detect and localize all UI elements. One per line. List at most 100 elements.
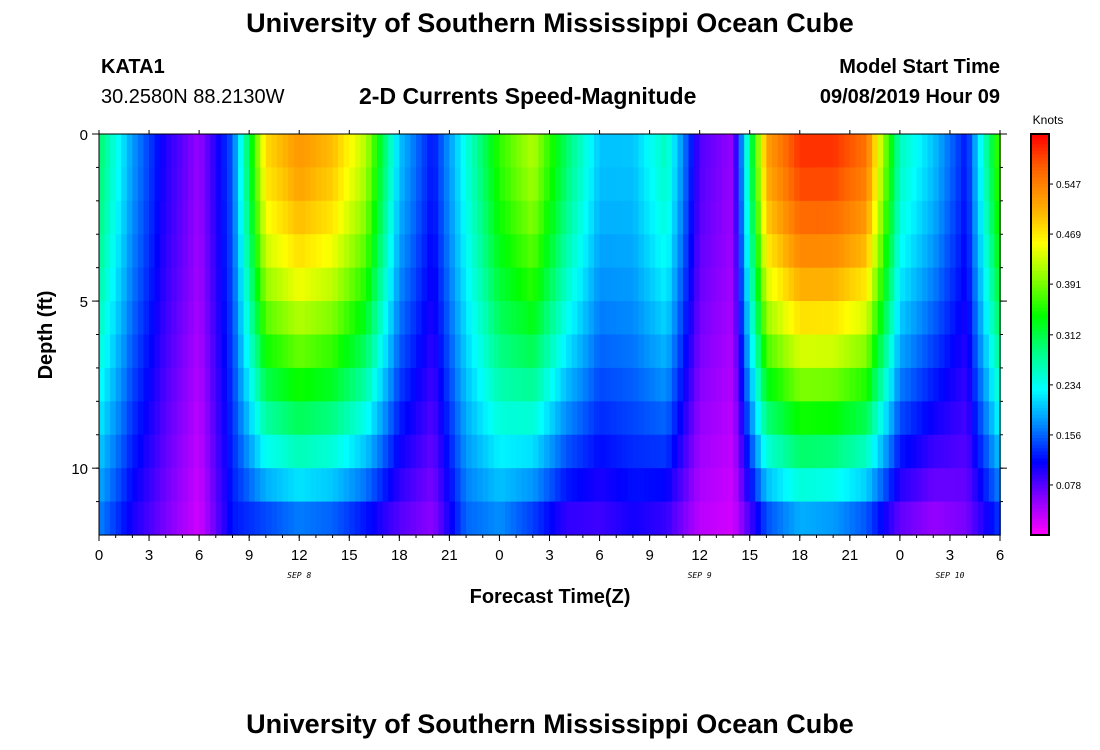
heatmap-cell <box>938 434 945 469</box>
heatmap-cell <box>454 334 462 369</box>
heatmap-cell <box>449 401 456 436</box>
heatmap-cell <box>471 468 478 503</box>
heatmap-cell <box>449 200 456 235</box>
heatmap-cell <box>416 134 423 169</box>
heatmap-cell <box>705 501 712 536</box>
heatmap-cell <box>877 367 884 402</box>
heatmap-cell <box>226 468 234 503</box>
heatmap-cell <box>210 200 217 235</box>
heatmap-cell <box>671 200 679 235</box>
heatmap-cell <box>627 234 634 269</box>
heatmap-cell <box>182 234 189 269</box>
heatmap-cell <box>199 468 206 503</box>
heatmap-cell <box>132 401 139 436</box>
heatmap-cell <box>421 401 428 436</box>
heatmap-cell <box>543 167 551 202</box>
heatmap-cell <box>210 501 217 536</box>
heatmap-cell <box>443 301 450 336</box>
heatmap-cell <box>860 234 868 269</box>
colorbar-segment <box>1031 137 1049 142</box>
heatmap-cell <box>299 200 306 235</box>
heatmap-cell <box>827 401 834 436</box>
heatmap-cell <box>327 134 334 169</box>
heatmap-cell <box>905 334 912 369</box>
heatmap-cell <box>482 501 489 536</box>
heatmap-cell <box>315 301 323 336</box>
heatmap-cell <box>527 267 534 302</box>
heatmap-cell <box>354 468 361 503</box>
heatmap-cell <box>204 301 211 336</box>
x-tick-label: 3 <box>145 547 153 564</box>
heatmap-cell <box>516 301 523 336</box>
heatmap-cell <box>822 234 829 269</box>
heatmap-cell <box>827 301 834 336</box>
heatmap-cell <box>677 434 684 469</box>
heatmap-cell <box>538 200 545 235</box>
heatmap-cell <box>377 167 384 202</box>
heatmap-cell <box>265 334 273 369</box>
heatmap-cell <box>955 267 962 302</box>
heatmap-cell <box>165 200 172 235</box>
heatmap-cell <box>249 134 256 169</box>
heatmap-cell <box>171 301 178 336</box>
heatmap-cell <box>549 301 556 336</box>
heatmap-cell <box>165 134 172 169</box>
heatmap-cell <box>321 301 328 336</box>
heatmap-cell <box>488 134 495 169</box>
heatmap-cell <box>688 134 695 169</box>
heatmap-cell <box>905 301 912 336</box>
heatmap-cell <box>844 334 851 369</box>
heatmap-cell <box>877 234 884 269</box>
heatmap-cell <box>755 334 762 369</box>
heatmap-cell <box>749 434 756 469</box>
heatmap-cell <box>226 434 234 469</box>
heatmap-cell <box>265 200 273 235</box>
heatmap-cell <box>349 267 356 302</box>
heatmap-cell <box>705 200 712 235</box>
heatmap-cell <box>493 134 501 169</box>
heatmap-cell <box>388 367 395 402</box>
heatmap-cell <box>988 468 996 503</box>
heatmap-cell <box>187 501 195 536</box>
heatmap-cell <box>466 434 473 469</box>
heatmap-cell <box>443 401 450 436</box>
heatmap-cell <box>104 134 111 169</box>
heatmap-cell <box>238 434 245 469</box>
heatmap-cell <box>399 501 406 536</box>
heatmap-cell <box>232 200 239 235</box>
heatmap-cell <box>577 301 584 336</box>
heatmap-cell <box>949 234 957 269</box>
heatmap-cell <box>126 468 133 503</box>
heatmap-cell <box>315 367 323 402</box>
heatmap-cell <box>516 401 523 436</box>
heatmap-cell <box>955 134 962 169</box>
heatmap-cell <box>343 434 350 469</box>
colorbar-segment <box>1031 291 1049 295</box>
heatmap-cell <box>271 234 278 269</box>
heatmap-cell <box>771 334 779 369</box>
heatmap-cell <box>616 501 623 536</box>
heatmap-cell <box>527 301 534 336</box>
heatmap-cell <box>827 434 834 469</box>
heatmap-cell <box>555 200 562 235</box>
heatmap-cell <box>393 200 400 235</box>
heatmap-cell <box>571 367 578 402</box>
heatmap-cell <box>416 301 423 336</box>
heatmap-cell <box>115 401 122 436</box>
colorbar-segment <box>1031 254 1049 259</box>
heatmap-cell <box>688 234 695 269</box>
heatmap-cell <box>282 501 289 536</box>
heatmap-cell <box>132 301 139 336</box>
heatmap-cell <box>232 468 239 503</box>
heatmap-cell <box>343 167 350 202</box>
heatmap-cell <box>187 167 195 202</box>
heatmap-cell <box>694 267 701 302</box>
heatmap-cell <box>566 267 573 302</box>
x-tick-label: 18 <box>791 547 808 564</box>
heatmap-cell <box>588 501 595 536</box>
heatmap-cell <box>276 334 284 369</box>
heatmap-cell <box>588 468 595 503</box>
heatmap-cell <box>115 234 122 269</box>
heatmap-cell <box>354 134 361 169</box>
heatmap-cell <box>755 367 762 402</box>
